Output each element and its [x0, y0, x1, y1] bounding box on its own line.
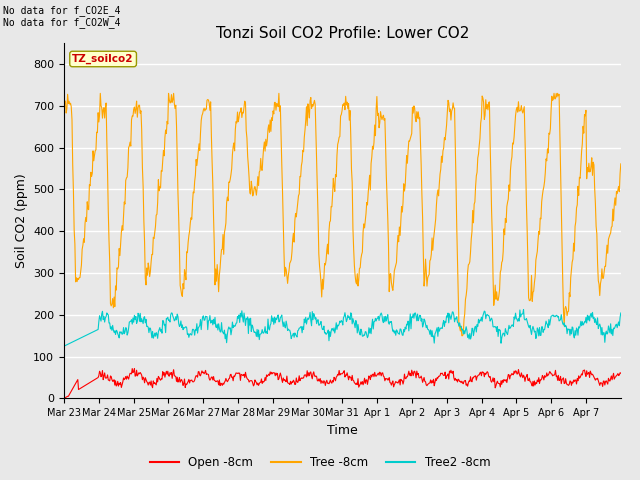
- Text: TZ_soilco2: TZ_soilco2: [72, 54, 134, 64]
- Open -8cm: [256, 380, 264, 385]
- Tree2 -8cm: [276, 315, 284, 321]
- Open -8cm: [125, 373, 133, 379]
- Line: Open -8cm: Open -8cm: [64, 369, 621, 398]
- Open -8cm: [617, 370, 625, 376]
- Tree2 -8cm: [520, 307, 527, 312]
- Tree -8cm: [164, 90, 172, 96]
- Tree -8cm: [277, 133, 285, 139]
- Tree2 -8cm: [400, 327, 408, 333]
- Line: Tree -8cm: Tree -8cm: [64, 93, 621, 336]
- Tree -8cm: [458, 333, 466, 338]
- Open -8cm: [432, 376, 440, 382]
- Tree2 -8cm: [125, 319, 133, 325]
- Open -8cm: [401, 371, 408, 377]
- Line: Tree2 -8cm: Tree2 -8cm: [64, 310, 621, 346]
- Tree2 -8cm: [431, 331, 439, 337]
- Legend: Open -8cm, Tree -8cm, Tree2 -8cm: Open -8cm, Tree -8cm, Tree2 -8cm: [145, 452, 495, 474]
- Open -8cm: [129, 366, 136, 372]
- Tree -8cm: [60, 97, 68, 103]
- Text: No data for f_CO2E_4
No data for f_CO2W_4: No data for f_CO2E_4 No data for f_CO2W_…: [3, 5, 121, 28]
- Tree -8cm: [125, 143, 133, 149]
- Tree -8cm: [617, 161, 625, 167]
- Y-axis label: Soil CO2 (ppm): Soil CO2 (ppm): [15, 173, 28, 268]
- Tree2 -8cm: [228, 327, 236, 333]
- Tree -8cm: [432, 216, 440, 222]
- Tree -8cm: [401, 188, 408, 194]
- Tree2 -8cm: [60, 343, 68, 349]
- Title: Tonzi Soil CO2 Profile: Lower CO2: Tonzi Soil CO2 Profile: Lower CO2: [216, 25, 469, 41]
- Open -8cm: [60, 396, 68, 401]
- X-axis label: Time: Time: [327, 424, 358, 437]
- Tree2 -8cm: [617, 310, 625, 316]
- Open -8cm: [277, 373, 285, 379]
- Tree2 -8cm: [255, 336, 263, 342]
- Tree -8cm: [228, 152, 236, 157]
- Open -8cm: [228, 374, 236, 380]
- Tree -8cm: [256, 168, 264, 174]
